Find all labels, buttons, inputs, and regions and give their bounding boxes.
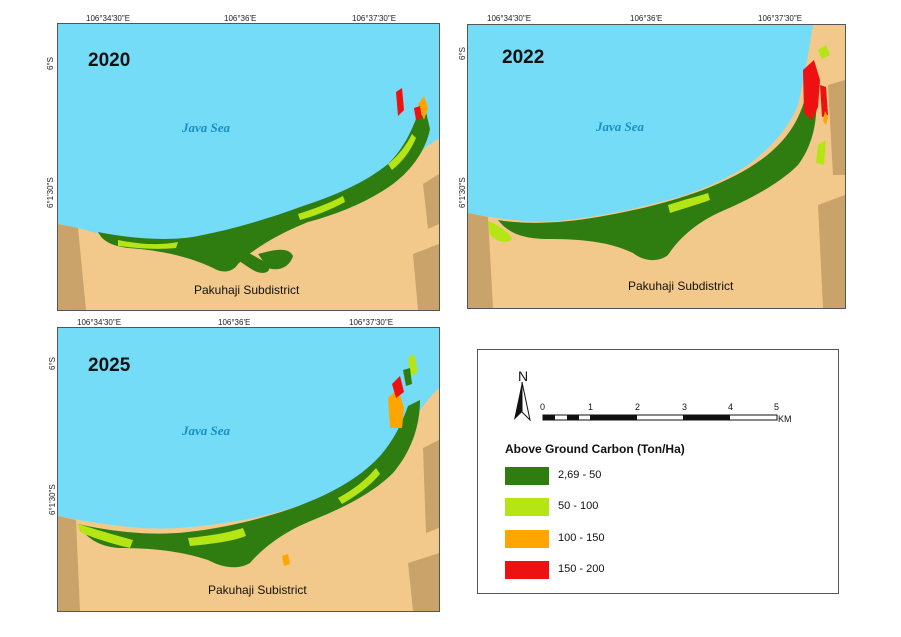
sea-label: Java Sea bbox=[596, 119, 645, 134]
lon-tick-3: 106°37'30"E bbox=[349, 318, 394, 327]
lon-tick-3: 106°37'30"E bbox=[352, 14, 397, 23]
scale-bar-graphic bbox=[542, 414, 778, 421]
map-2022-graphic bbox=[468, 25, 845, 308]
legend-class-2: 50 - 100 bbox=[505, 498, 705, 516]
year-label: 2020 bbox=[88, 50, 131, 71]
legend-label-3: 100 - 150 bbox=[558, 532, 605, 544]
legend-title: Above Ground Carbon (Ton/Ha) bbox=[505, 442, 685, 456]
north-arrow-icon bbox=[514, 382, 531, 422]
legend-label-2: 50 - 100 bbox=[558, 500, 599, 512]
lon-tick-2: 106°36'E bbox=[218, 318, 251, 327]
map-2020-graphic bbox=[58, 24, 439, 310]
lat-tick-2: 6°1'30"S bbox=[46, 177, 55, 208]
scale-label-3: 3 bbox=[682, 402, 688, 412]
lon-tick-3: 106°37'30"E bbox=[758, 14, 803, 23]
scale-unit: KM bbox=[778, 414, 792, 424]
lat-tick-2: 6°1'30"S bbox=[48, 484, 57, 515]
legend-class-3: 100 - 150 bbox=[505, 530, 705, 548]
legend-swatch-2 bbox=[505, 498, 549, 516]
map-2025: 2025 Java Sea Pakuhaji Subistrict bbox=[57, 327, 440, 612]
north-label: N bbox=[518, 368, 529, 384]
map-2020: 2020 Java Sea Pakuhaji Subdistrict bbox=[57, 23, 440, 311]
legend-swatch-1 bbox=[505, 467, 549, 485]
scale-label-1: 1 bbox=[588, 402, 594, 412]
district-label: Pakuhaji Subistrict bbox=[208, 583, 307, 597]
lon-tick-2: 106°36'E bbox=[224, 14, 257, 23]
legend-label-1: 2,69 - 50 bbox=[558, 469, 602, 481]
legend-swatch-3 bbox=[505, 530, 549, 548]
legend-class-1: 2,69 - 50 bbox=[505, 467, 705, 485]
sea-label: Java Sea bbox=[182, 120, 231, 135]
legend-label-4: 150 - 200 bbox=[558, 563, 605, 575]
lon-tick-2: 106°36'E bbox=[630, 14, 663, 23]
lon-tick-1: 106°34'30"E bbox=[487, 14, 532, 23]
map-2022: 2022 Java Sea Pakuhaji Subdistrict bbox=[467, 24, 846, 309]
lat-tick-1: 6°S bbox=[46, 57, 55, 70]
district-label: Pakuhaji Subdistrict bbox=[628, 279, 734, 293]
year-label: 2022 bbox=[502, 47, 545, 68]
lat-tick-1: 6°S bbox=[48, 357, 57, 370]
scale-label-2: 2 bbox=[635, 402, 641, 412]
lon-tick-1: 106°34'30"E bbox=[77, 318, 122, 327]
scale-label-4: 4 bbox=[728, 402, 734, 412]
north-arrow: N bbox=[504, 368, 544, 428]
district-label: Pakuhaji Subdistrict bbox=[194, 283, 300, 297]
sea-label: Java Sea bbox=[182, 423, 231, 438]
lon-tick-1: 106°34'30"E bbox=[86, 14, 131, 23]
map-2025-graphic bbox=[58, 328, 439, 611]
scale-label-5: 5 bbox=[774, 402, 780, 412]
lat-tick-2: 6°1'30"S bbox=[458, 177, 467, 208]
year-label: 2025 bbox=[88, 355, 131, 376]
scale-bar: 0 1 2 3 4 5 KM bbox=[540, 402, 802, 426]
legend-class-4: 150 - 200 bbox=[505, 561, 705, 579]
scale-label-0: 0 bbox=[540, 402, 546, 412]
legend-swatch-4 bbox=[505, 561, 549, 579]
legend: N 0 1 2 3 4 5 KM Above Ground Carbon (To… bbox=[477, 349, 839, 594]
lat-tick-1: 6°S bbox=[458, 47, 467, 60]
